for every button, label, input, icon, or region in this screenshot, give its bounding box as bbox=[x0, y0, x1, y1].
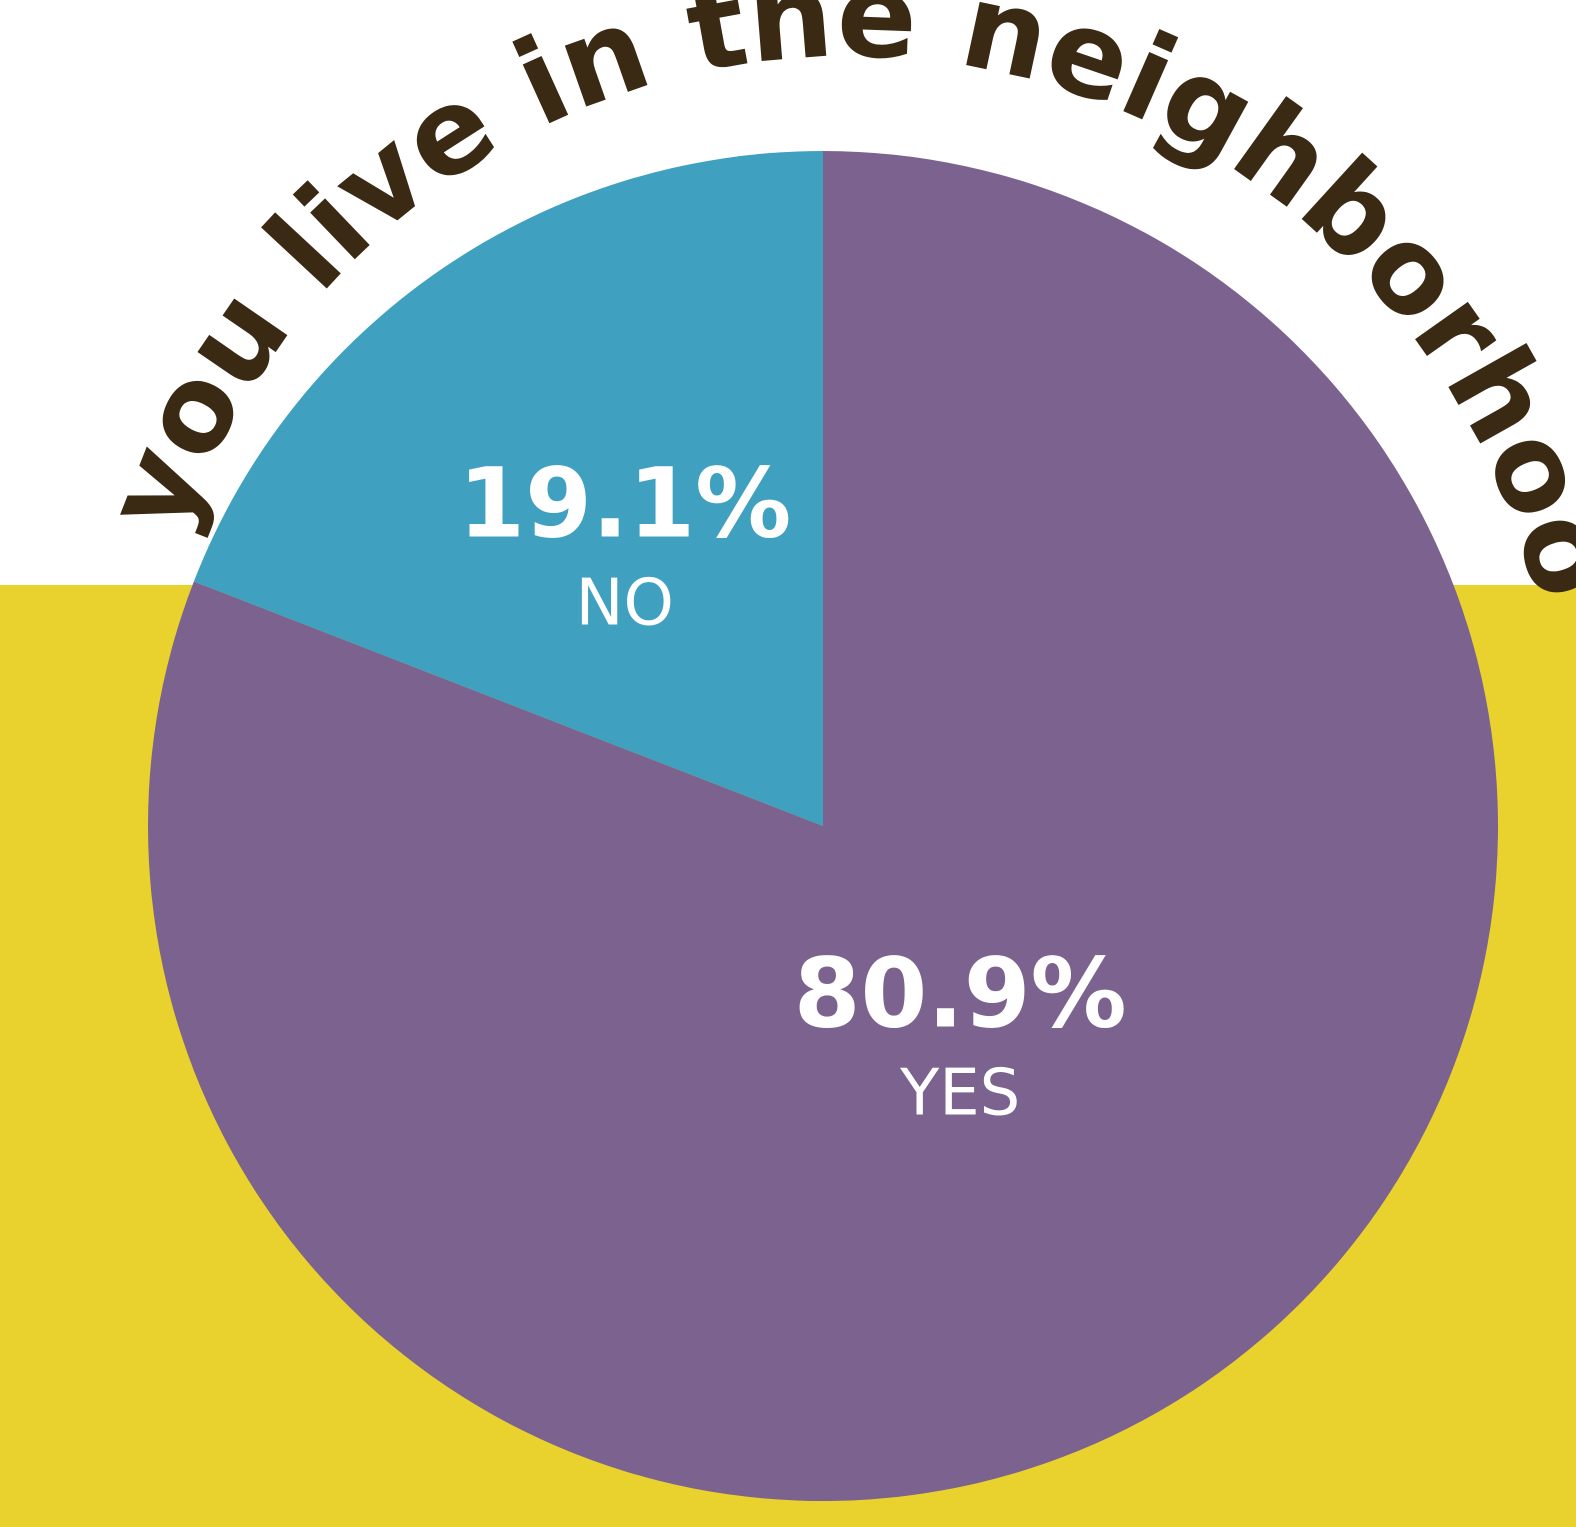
pie-category-label-yes: YES bbox=[899, 1057, 1020, 1131]
slices-layer bbox=[148, 151, 1498, 1501]
pie-value-label-no: 19.1% bbox=[458, 447, 791, 559]
pie-slice-no bbox=[193, 151, 824, 826]
pie-value-label-yes: 80.9% bbox=[794, 938, 1127, 1050]
pie-category-label-no: NO bbox=[576, 566, 674, 640]
labels-layer: 80.9%YES 19.1%NO bbox=[458, 447, 1126, 1130]
